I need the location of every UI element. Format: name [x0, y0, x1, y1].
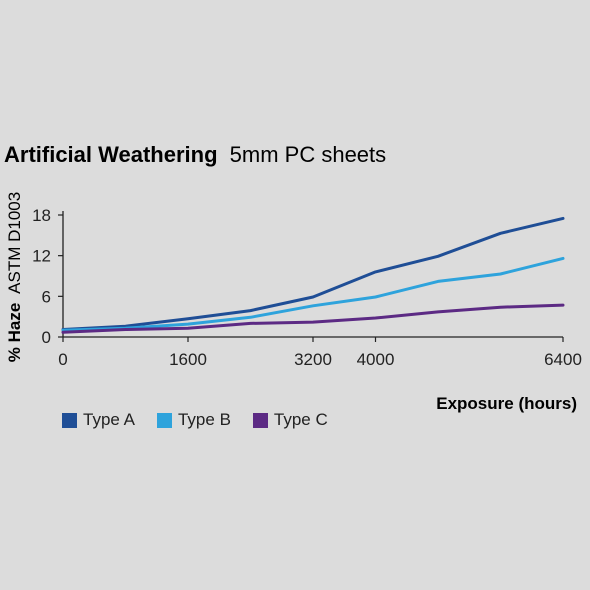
- legend-swatch-type-a: [62, 412, 77, 428]
- x-tick-label-0: 0: [58, 350, 67, 369]
- chart-subtitle: 5mm PC sheets: [230, 142, 387, 167]
- x-tick-label-1600: 1600: [169, 350, 207, 369]
- series-line-type-a: [61, 216, 565, 331]
- x-tick-label-6400: 6400: [544, 350, 582, 369]
- series-line-type-b: [61, 256, 565, 332]
- y-axis-label: % Haze ASTM D1003: [5, 192, 24, 362]
- legend: Type A Type B Type C: [62, 410, 328, 430]
- legend-swatch-type-b: [156, 412, 172, 428]
- y-tick-label-12: 12: [32, 247, 51, 266]
- series-lines: [61, 216, 565, 334]
- x-tick-label-3200: 3200: [294, 350, 332, 369]
- legend-item-type-a: Type A: [62, 410, 135, 430]
- legend-item-type-c: Type C: [252, 410, 328, 430]
- legend-label-type-a: Type A: [83, 410, 135, 429]
- x-tick-label-4000: 4000: [357, 350, 395, 369]
- legend-label-type-b: Type B: [177, 410, 231, 429]
- legend-label-type-c: Type C: [273, 410, 328, 429]
- y-axis-label-bold: % Haze: [5, 303, 24, 363]
- x-axis-label: Exposure (hours): [436, 394, 577, 413]
- y-tick-label-0: 0: [42, 328, 51, 347]
- legend-item-type-b: Type B: [156, 410, 231, 430]
- y-axis-label-rest: ASTM D1003: [5, 192, 24, 294]
- series-line-type-c: [61, 303, 565, 334]
- legend-swatch-type-c: [252, 412, 268, 428]
- chart-title-group: Artificial Weathering 5mm PC sheets: [4, 142, 386, 167]
- y-tick-label-6: 6: [42, 287, 51, 306]
- axes: 0 6 12 18 0 1600 3200 4000 6400: [32, 206, 582, 369]
- y-tick-label-18: 18: [32, 206, 51, 225]
- chart-title: Artificial Weathering: [4, 142, 218, 167]
